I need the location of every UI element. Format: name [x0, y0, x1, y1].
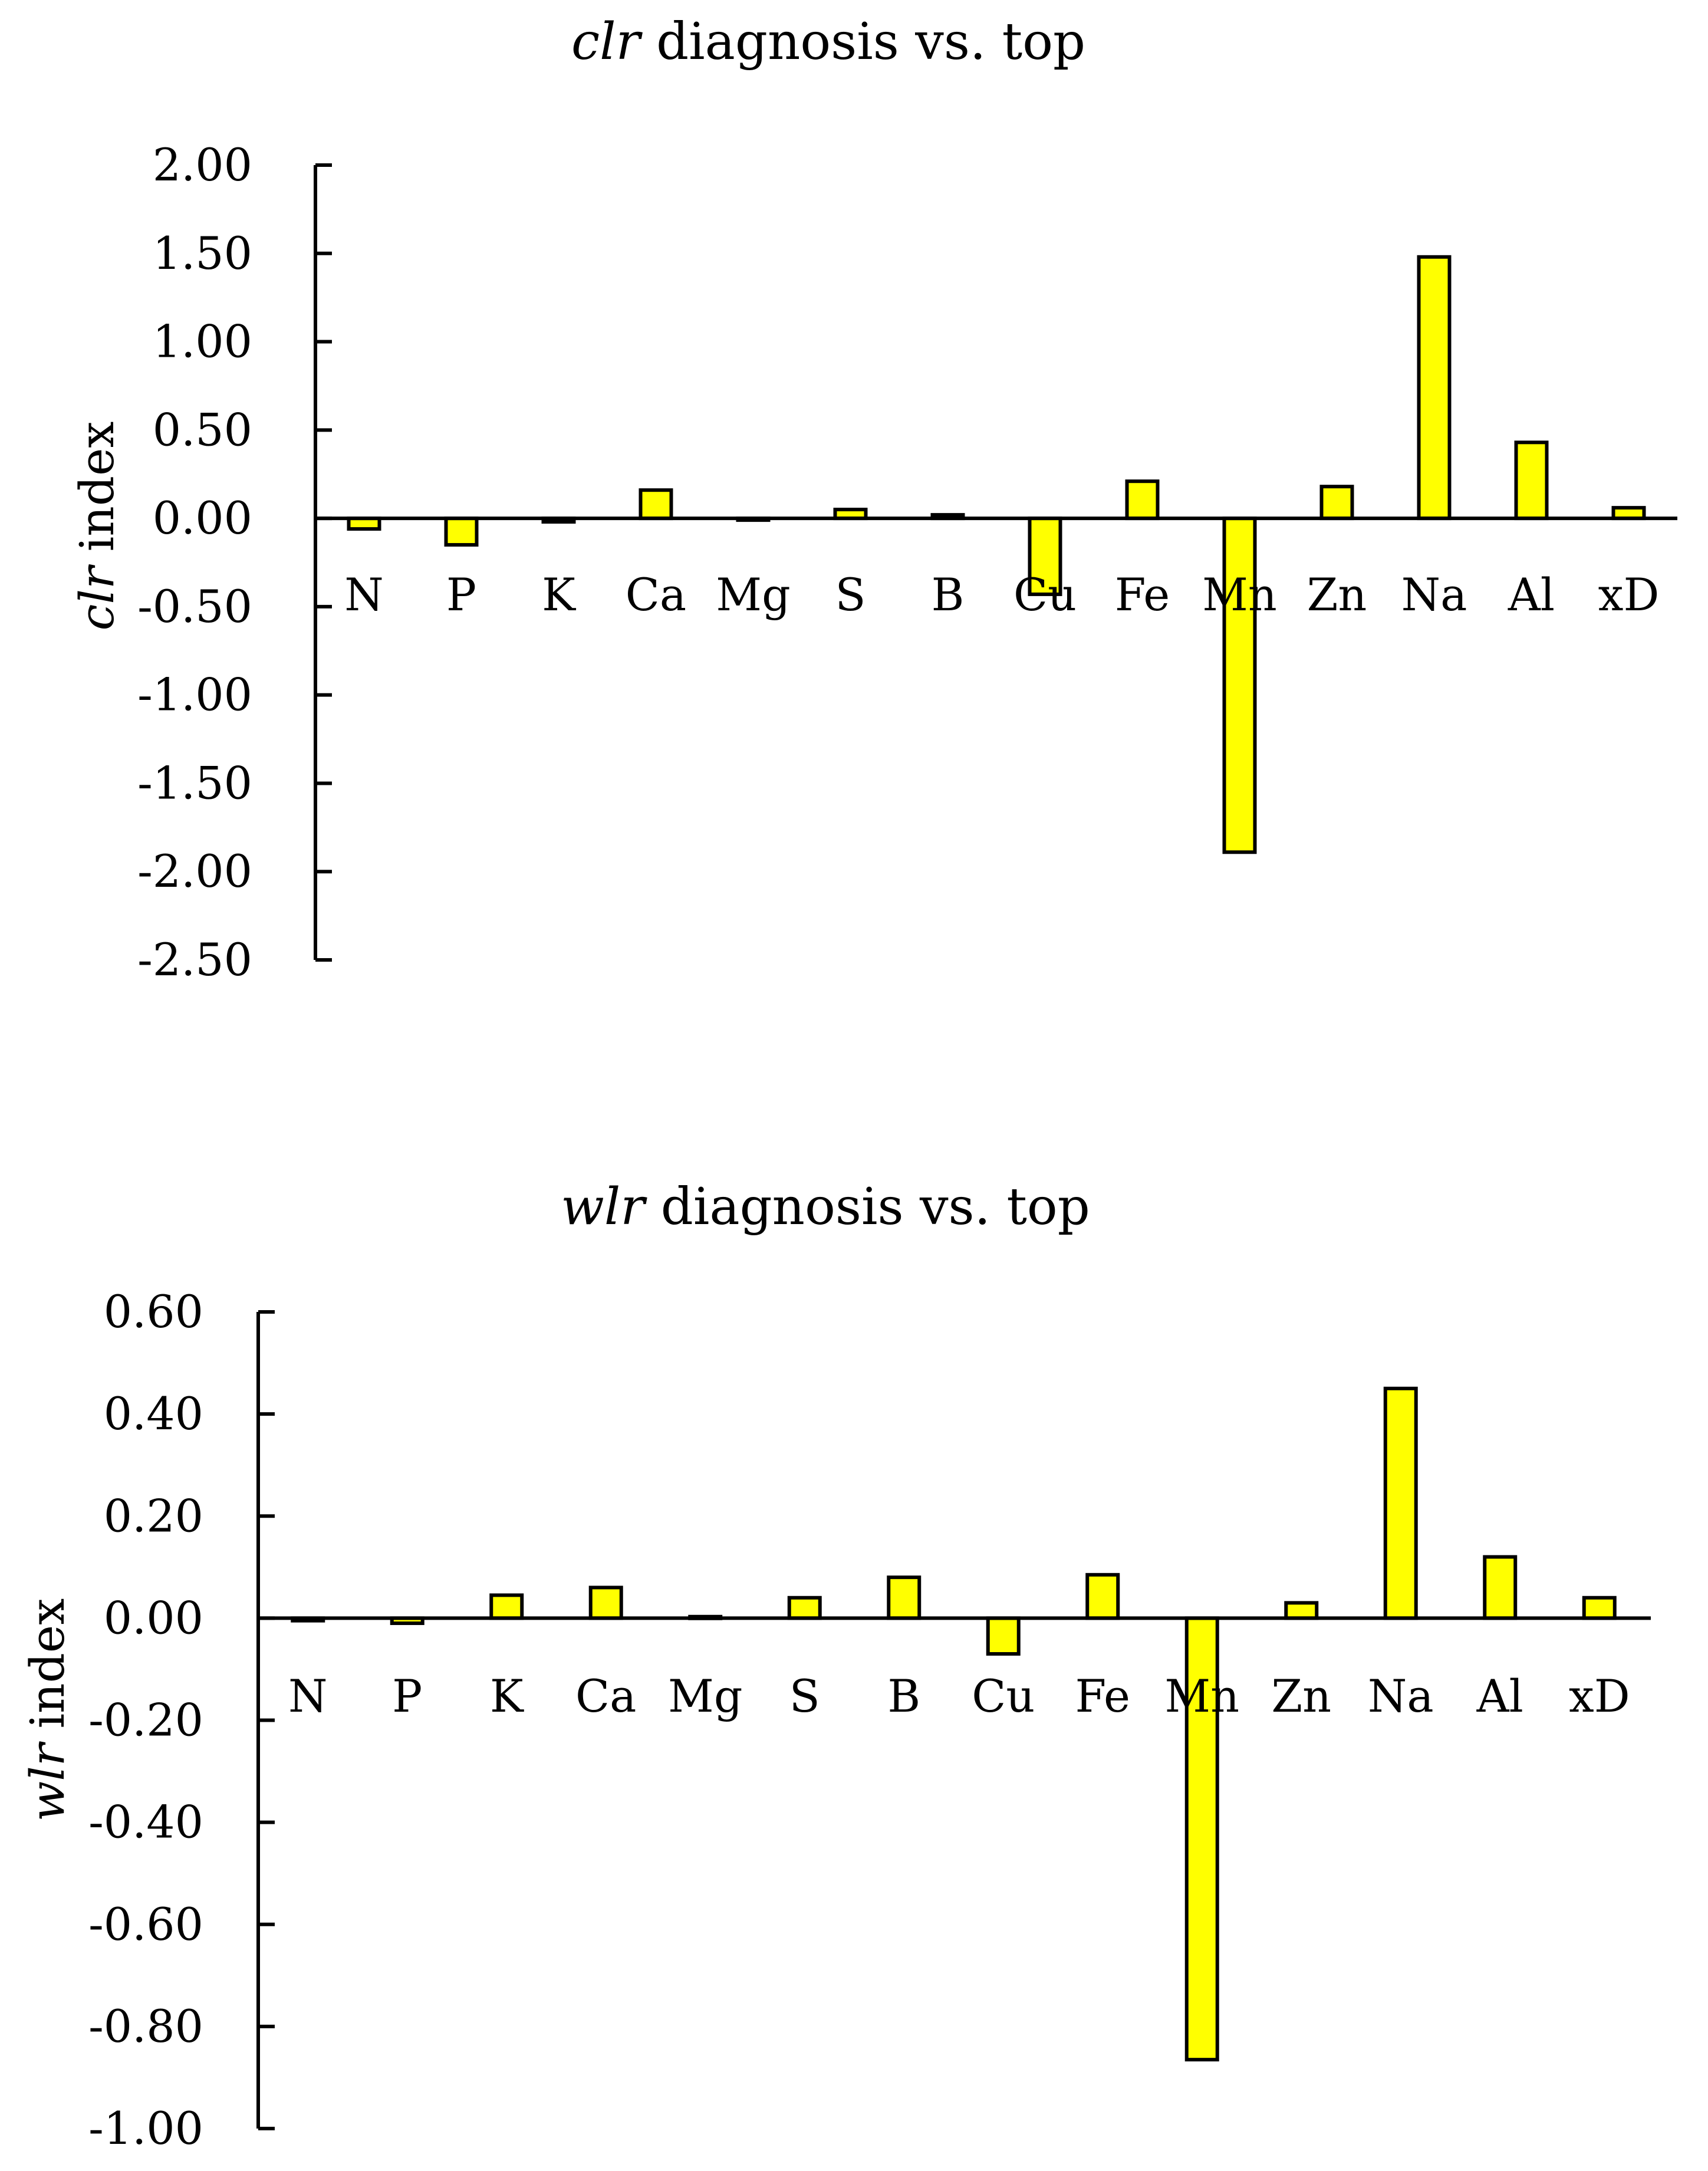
category-label: P [446, 568, 476, 621]
y-tick-label: -1.50 [137, 756, 252, 809]
category-label: Mn [1202, 568, 1277, 621]
category-label: Zn [1307, 568, 1367, 621]
category-label: P [392, 1670, 422, 1722]
category-label: Ca [626, 568, 686, 621]
axes [314, 163, 1677, 962]
bar-xD [1582, 1596, 1617, 1620]
bar-B [887, 1575, 922, 1620]
bar-Mn [1222, 517, 1257, 854]
y-tick-label: 0.00 [104, 1591, 203, 1644]
y-tick-label: -1.00 [137, 669, 252, 721]
category-label: Fe [1115, 568, 1170, 621]
ylabel-rest: index [20, 1598, 75, 1744]
ylabel-italic: wlr [20, 1741, 75, 1821]
category-label: Zn [1271, 1670, 1331, 1722]
category-label: Mg [716, 568, 790, 621]
category-label: B [932, 568, 965, 621]
bar-Cu [1028, 517, 1062, 596]
category-labels: N P K Ca Mg S B Cu Fe Mn Zn Na Al xD [344, 568, 1659, 621]
category-label: Al [1508, 568, 1555, 621]
bar-Mn [1184, 1616, 1219, 2062]
category-labels: N P K Ca Mg S B Cu Fe Mn Zn Na Al xD [288, 1670, 1630, 1722]
y-tick-labels: 2.00 1.50 1.00 0.50 0.00 -0.50 -1.00 -1.50 -2.00… [137, 139, 252, 986]
category-label: S [835, 568, 865, 621]
bar-Fe [1085, 1573, 1120, 1620]
bar-Al [1514, 440, 1549, 521]
y-tick-label: -1.00 [88, 2102, 203, 2154]
ylabel-italic: clr [70, 564, 124, 630]
bars [291, 1386, 1617, 2062]
category-label: Al [1476, 1670, 1523, 1722]
y-tick-label: -0.80 [88, 2000, 203, 2052]
wlr-chart: wlr diagnosis vs. top wlr index 0.60 0.40… [20, 1177, 1651, 2154]
y-tick-label: 0.40 [104, 1387, 203, 1440]
category-label: B [887, 1670, 920, 1722]
category-label: Mn [1164, 1670, 1239, 1722]
bar-P [444, 517, 479, 547]
bar-Al [1483, 1555, 1518, 1620]
category-label: Na [1368, 1670, 1434, 1722]
bar-Na [1417, 255, 1452, 521]
bars [347, 255, 1646, 854]
y-tick-label: 0.00 [153, 492, 252, 544]
axes [256, 1310, 1651, 2130]
bar-Ca [588, 1586, 623, 1620]
category-label: Cu [1013, 568, 1077, 621]
y-tick-label: -0.60 [88, 1898, 203, 1950]
title-rest: diagnosis vs. top [640, 12, 1085, 71]
bar-Cu [986, 1616, 1021, 1656]
category-label: K [542, 568, 576, 621]
category-label: Fe [1075, 1670, 1130, 1722]
category-label: S [789, 1670, 820, 1722]
bar-Fe [1125, 479, 1160, 521]
y-tick-label: 1.50 [153, 227, 252, 279]
bar-Na [1383, 1386, 1418, 1620]
chart-title: clr diagnosis vs. top [571, 12, 1085, 71]
bar-K [489, 1593, 524, 1620]
y-tick-label: 0.50 [153, 403, 252, 456]
y-tick-label: 0.60 [104, 1285, 203, 1338]
chart-title: wlr diagnosis vs. top [561, 1177, 1090, 1236]
title-rest: diagnosis vs. top [644, 1177, 1090, 1236]
y-tick-label: 0.20 [104, 1489, 203, 1542]
category-label: N [344, 568, 384, 621]
title-italic: wlr [561, 1177, 647, 1236]
y-axis-label: wlr index [20, 1598, 75, 1822]
y-tick-label: -0.40 [88, 1796, 203, 1848]
y-axis-label: clr index [70, 422, 124, 631]
bar-Zn [1319, 485, 1354, 521]
y-tick-label: -0.50 [137, 580, 252, 633]
y-tick-labels: 0.60 0.40 0.20 0.00 -0.20 -0.40 -0.60 -0.80 -1.0… [88, 1285, 203, 2154]
y-tick-label: 2.00 [153, 139, 252, 191]
category-label: Na [1401, 568, 1467, 621]
title-italic: clr [571, 12, 643, 71]
y-tick-label: 1.00 [153, 315, 252, 368]
y-tick-label: -2.00 [137, 845, 252, 897]
clr-chart: clr diagnosis vs. top clr index 2.00 1.50… [70, 12, 1677, 986]
category-label: Ca [575, 1670, 636, 1722]
ylabel-rest: index [70, 422, 124, 567]
category-label: Mg [668, 1670, 742, 1722]
y-tick-label: -0.20 [88, 1694, 203, 1746]
bar-Zn [1284, 1601, 1319, 1620]
category-label: xD [1598, 568, 1660, 621]
bar-S [787, 1596, 822, 1620]
category-label: N [288, 1670, 328, 1722]
y-tick-label: -2.50 [137, 933, 252, 986]
bar-Ca [639, 488, 673, 521]
category-label: Cu [972, 1670, 1035, 1722]
category-label: K [490, 1670, 524, 1722]
category-label: xD [1569, 1670, 1630, 1722]
